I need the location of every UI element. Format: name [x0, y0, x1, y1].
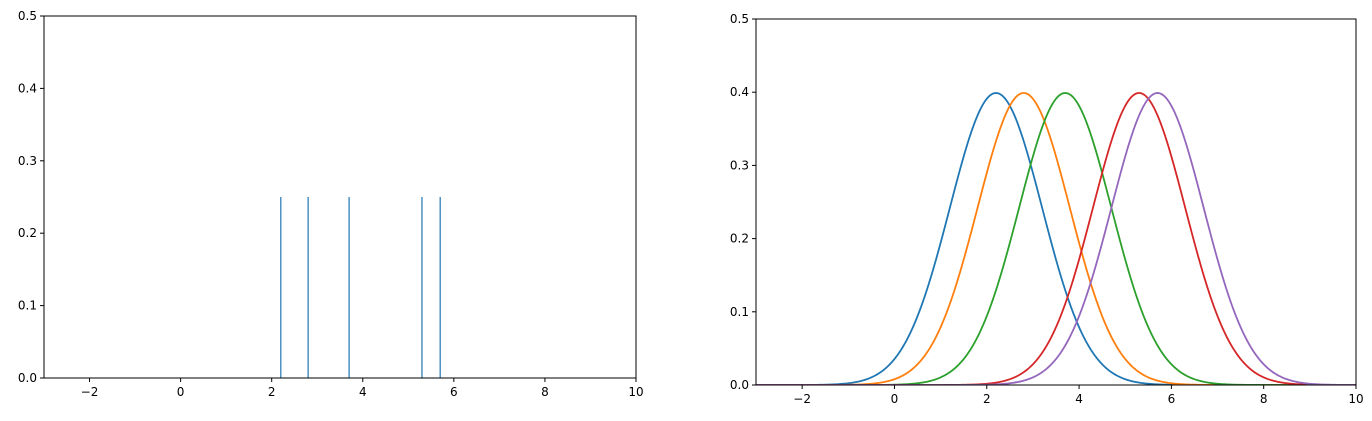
y-tick-label: 0.5 [730, 12, 749, 26]
x-tick-label: 2 [983, 392, 991, 406]
x-tick-label: 8 [541, 385, 549, 399]
plot-area [280, 197, 441, 378]
plot-area [756, 92, 1356, 385]
y-tick-label: 0.4 [730, 85, 749, 99]
chart-rug-plot: −2 0 2 4 6 8 10 0.0 0.1 0.2 0.3 0.4 0.5 [18, 9, 644, 399]
y-tick-label: 0.1 [730, 305, 749, 319]
x-tick-label: 8 [1260, 392, 1268, 406]
x-tick-label: 10 [1348, 392, 1363, 406]
axes-frame [755, 18, 1357, 386]
y-tick-label: 0.0 [730, 378, 749, 392]
x-tick-label: 4 [359, 385, 367, 399]
y-tick-label: 0.1 [18, 299, 37, 313]
normal-curve-line [756, 92, 1356, 385]
x-tick-label: 0 [177, 385, 185, 399]
normal-curve-line [756, 92, 1356, 385]
x-tick-label: 0 [891, 392, 899, 406]
x-tick-label: 6 [1168, 392, 1176, 406]
x-tick-label: 2 [268, 385, 276, 399]
y-tick-label: 0.2 [730, 232, 749, 246]
y-tick-label: 0.3 [18, 154, 37, 168]
x-tick-label: −2 [81, 385, 99, 399]
x-tick-label: 6 [450, 385, 458, 399]
x-tick-label: −2 [793, 392, 811, 406]
y-tick-label: 0.5 [18, 9, 37, 23]
y-tick-label: 0.3 [730, 158, 749, 172]
normal-curve-line [756, 92, 1356, 385]
y-tick-label: 0.4 [18, 81, 37, 95]
chart-normal-curves: −2 0 2 4 6 8 10 0.0 0.1 0.2 0.3 0.4 0.5 [730, 12, 1364, 406]
normal-curve-line [756, 92, 1356, 385]
x-tick-label: 4 [1075, 392, 1083, 406]
normal-curve-line [756, 92, 1356, 385]
x-tick-label: 10 [628, 385, 643, 399]
y-tick-label: 0.0 [18, 371, 37, 385]
axes-frame [43, 15, 637, 379]
y-tick-label: 0.2 [18, 226, 37, 240]
